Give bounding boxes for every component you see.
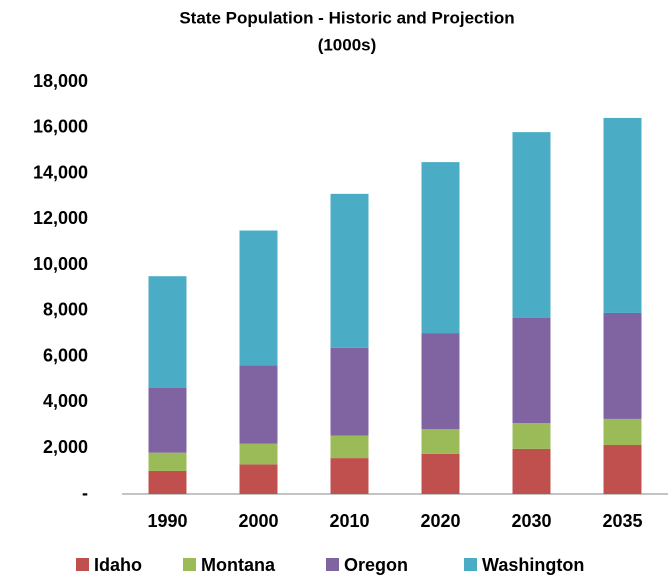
bar-segment bbox=[330, 347, 369, 436]
y-tick-label: - bbox=[82, 483, 88, 503]
bar-segment bbox=[148, 452, 187, 471]
legend-label: Idaho bbox=[94, 555, 142, 575]
bar-segment bbox=[603, 312, 642, 419]
y-tick-label: 18,000 bbox=[33, 71, 88, 91]
bar-segment bbox=[148, 387, 187, 453]
legend-label: Oregon bbox=[344, 555, 408, 575]
bar-segment bbox=[421, 428, 460, 454]
bar-segment bbox=[239, 464, 278, 494]
bar-segment bbox=[239, 365, 278, 444]
x-tick-label: 2030 bbox=[511, 511, 551, 531]
bar-segment bbox=[239, 230, 278, 366]
chart-title: State Population - Historic and Projecti… bbox=[179, 8, 514, 27]
bar-segment bbox=[603, 117, 642, 313]
y-tick-label: 12,000 bbox=[33, 208, 88, 228]
bar-segment bbox=[512, 423, 551, 449]
bar-segment bbox=[421, 162, 460, 334]
bar-segment bbox=[512, 132, 551, 318]
bar-segment bbox=[512, 448, 551, 494]
x-tick-label: 1990 bbox=[147, 511, 187, 531]
y-tick-label: 14,000 bbox=[33, 162, 88, 182]
bar-segment bbox=[421, 333, 460, 429]
y-tick-label: 10,000 bbox=[33, 254, 88, 274]
legend-swatch bbox=[326, 558, 339, 571]
bar-segment bbox=[330, 435, 369, 459]
y-tick-label: 2,000 bbox=[43, 437, 88, 457]
bar-segment bbox=[603, 445, 642, 494]
legend-label: Montana bbox=[201, 555, 276, 575]
x-tick-label: 2035 bbox=[602, 511, 642, 531]
legend-swatch bbox=[183, 558, 196, 571]
legend-swatch bbox=[76, 558, 89, 571]
bar-segment bbox=[148, 470, 187, 494]
chart-subtitle: (1000s) bbox=[318, 35, 377, 54]
bar-segment bbox=[148, 276, 187, 388]
y-tick-label: 8,000 bbox=[43, 300, 88, 320]
x-tick-label: 2000 bbox=[238, 511, 278, 531]
bar-segment bbox=[421, 453, 460, 494]
x-tick-label: 2020 bbox=[420, 511, 460, 531]
y-tick-label: 6,000 bbox=[43, 345, 88, 365]
y-tick-label: 4,000 bbox=[43, 391, 88, 411]
bar-segment bbox=[330, 458, 369, 494]
bar-segment bbox=[330, 193, 369, 348]
legend-label: Washington bbox=[482, 555, 584, 575]
bar-segment bbox=[512, 317, 551, 424]
bar-segment bbox=[239, 443, 278, 465]
legend-swatch bbox=[464, 558, 477, 571]
x-tick-label: 2010 bbox=[329, 511, 369, 531]
y-tick-label: 16,000 bbox=[33, 117, 88, 137]
bar-segment bbox=[603, 418, 642, 446]
